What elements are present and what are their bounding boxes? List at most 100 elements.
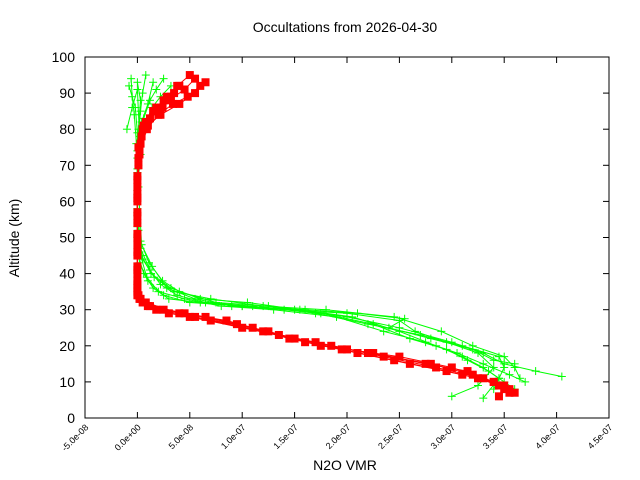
data-point <box>206 294 215 303</box>
data-point <box>150 107 159 116</box>
data-point <box>264 327 273 336</box>
data-point <box>173 81 182 90</box>
profile-line <box>136 78 521 379</box>
y-tick-label: 80 <box>59 121 75 137</box>
data-point <box>348 312 357 321</box>
data-point <box>295 305 304 314</box>
data-point <box>322 305 331 314</box>
data-point <box>479 363 488 372</box>
data-point <box>133 85 142 94</box>
x-tick-label: 3.5e-07 <box>481 422 510 451</box>
data-point <box>395 352 404 361</box>
data-point <box>474 381 482 390</box>
y-axis-label: Altitude (km) <box>6 199 22 278</box>
x-tick-label: 3.0e-07 <box>429 422 458 451</box>
data-point <box>191 312 200 321</box>
data-point <box>521 377 530 386</box>
data-point <box>447 392 456 401</box>
data-point <box>369 349 378 358</box>
data-point <box>185 71 194 80</box>
data-point <box>133 265 142 274</box>
x-tick-label: 4.5e-07 <box>586 422 615 451</box>
y-tick-label: 100 <box>52 49 76 65</box>
data-point <box>158 276 167 285</box>
y-tick-label: 0 <box>67 410 75 426</box>
data-point <box>127 74 136 83</box>
data-point <box>390 312 399 321</box>
data-point <box>144 258 153 267</box>
x-tick-label: 4.0e-07 <box>533 422 562 451</box>
data-point <box>145 114 154 123</box>
data-point <box>191 89 200 98</box>
data-point <box>142 273 151 282</box>
data-point <box>164 309 173 318</box>
data-point <box>122 125 131 134</box>
data-point <box>125 81 134 90</box>
data-point <box>432 363 441 372</box>
data-point <box>274 330 283 339</box>
data-point <box>458 352 467 361</box>
data-point <box>421 359 430 368</box>
data-point <box>164 294 173 303</box>
y-tick-label: 50 <box>59 230 75 246</box>
profile-line <box>136 85 500 399</box>
y-tick-label: 10 <box>59 374 75 390</box>
data-point <box>206 316 215 325</box>
data-point <box>479 394 488 403</box>
data-point <box>170 89 179 98</box>
x-axis-label: N2O VMR <box>313 457 377 473</box>
x-tick-label: 5.0e-08 <box>167 422 196 451</box>
data-point <box>196 294 205 303</box>
data-point <box>531 367 540 376</box>
data-point <box>133 193 142 202</box>
data-point <box>510 363 519 372</box>
y-tick-label: 40 <box>59 266 75 282</box>
data-point <box>337 345 346 354</box>
data-point <box>152 305 161 314</box>
data-point <box>133 78 142 87</box>
data-point <box>243 298 252 307</box>
data-point <box>557 372 566 381</box>
y-tick-label: 70 <box>59 157 75 173</box>
data-point <box>201 78 210 87</box>
data-point <box>175 99 184 108</box>
data-point <box>133 172 142 181</box>
data-point <box>327 341 336 350</box>
data-point <box>133 229 142 238</box>
chart-title: Occultations from 2026-04-30 <box>253 19 438 35</box>
data-point <box>442 367 451 376</box>
data-point <box>145 96 154 105</box>
data-point <box>468 370 477 379</box>
data-point <box>158 103 167 112</box>
data-point <box>134 143 143 152</box>
x-tick-label: -5.0e-08 <box>60 422 91 453</box>
data-point <box>458 341 467 350</box>
series-1 <box>133 71 519 401</box>
data-point <box>510 388 519 397</box>
data-point <box>500 363 509 372</box>
data-point <box>159 305 168 314</box>
profile-line <box>126 89 495 397</box>
plot-frame <box>84 56 610 419</box>
data-point <box>395 327 404 336</box>
data-point <box>152 85 161 94</box>
data-point <box>180 294 189 303</box>
data-point <box>131 103 140 112</box>
data-point <box>169 99 178 108</box>
data-point <box>134 291 143 300</box>
y-tick-label: 60 <box>59 193 75 209</box>
data-point <box>426 359 435 368</box>
data-point <box>479 374 488 383</box>
data-point <box>463 367 472 376</box>
data-point <box>137 132 146 141</box>
data-point <box>149 78 158 87</box>
data-point <box>183 92 192 101</box>
x-tick-label: 1.0e-07 <box>219 422 248 451</box>
data-point <box>154 110 163 119</box>
data-point <box>494 381 503 390</box>
data-point <box>489 363 498 372</box>
data-point <box>142 125 151 134</box>
data-point <box>416 330 425 339</box>
x-tick-label: 2.5e-07 <box>376 422 405 451</box>
data-point <box>505 388 514 397</box>
